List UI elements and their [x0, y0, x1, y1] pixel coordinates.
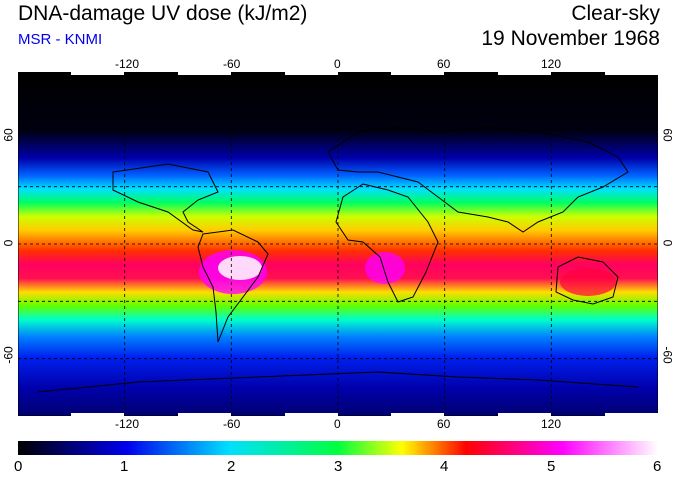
- lon-tick-top: 120: [541, 57, 562, 71]
- lat-tick-left: 60: [1, 128, 16, 142]
- lon-tick-bottom: 60: [437, 417, 451, 431]
- sky-condition-label: Clear-sky: [571, 2, 660, 25]
- africa-hotspot: [365, 252, 405, 284]
- lon-tick-top: 0: [334, 57, 341, 71]
- lon-tick-bottom: -60: [223, 417, 241, 431]
- lon-tick-top: -60: [223, 57, 241, 71]
- date-label: 19 November 1968: [481, 27, 660, 50]
- lon-tick-bottom: 120: [541, 417, 562, 431]
- colorbar-tick: 2: [227, 458, 236, 475]
- colorbar: [18, 441, 658, 455]
- australia-hotspot: [560, 268, 616, 296]
- lat-tick-right: -60: [660, 346, 675, 364]
- colorbar-tick: 3: [334, 458, 343, 475]
- colorbar-gradient: [18, 441, 658, 455]
- colorbar-tick: 1: [120, 458, 129, 475]
- coastlines: [37, 126, 639, 393]
- lat-tick-right: 60: [660, 128, 675, 142]
- source-label: MSR - KNMI: [18, 31, 103, 48]
- uv-dose-map: [18, 72, 658, 416]
- lat-tick-left: -60: [1, 346, 16, 364]
- colorbar-tick: 4: [440, 458, 449, 475]
- lon-tick-bottom: -120: [115, 417, 140, 431]
- lon-tick-top: -120: [115, 57, 140, 71]
- colorbar-tick: 5: [547, 458, 556, 475]
- lat-tick-left: 0: [1, 239, 16, 247]
- south-america-peak: [218, 256, 262, 280]
- map-frame: [18, 72, 658, 416]
- graticule: [18, 72, 658, 416]
- colorbar-tick: 6: [653, 458, 662, 475]
- lon-tick-top: 60: [437, 57, 451, 71]
- colorbar-tick: 0: [14, 458, 23, 475]
- lat-tick-right: 0: [660, 239, 675, 247]
- lon-tick-bottom: 0: [334, 417, 341, 431]
- map-title: DNA-damage UV dose (kJ/m2): [18, 2, 308, 25]
